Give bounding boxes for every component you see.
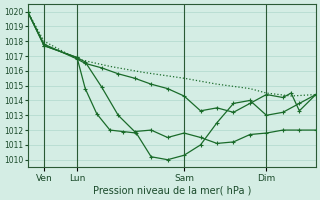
X-axis label: Pression niveau de la mer( hPa ): Pression niveau de la mer( hPa )	[92, 186, 251, 196]
